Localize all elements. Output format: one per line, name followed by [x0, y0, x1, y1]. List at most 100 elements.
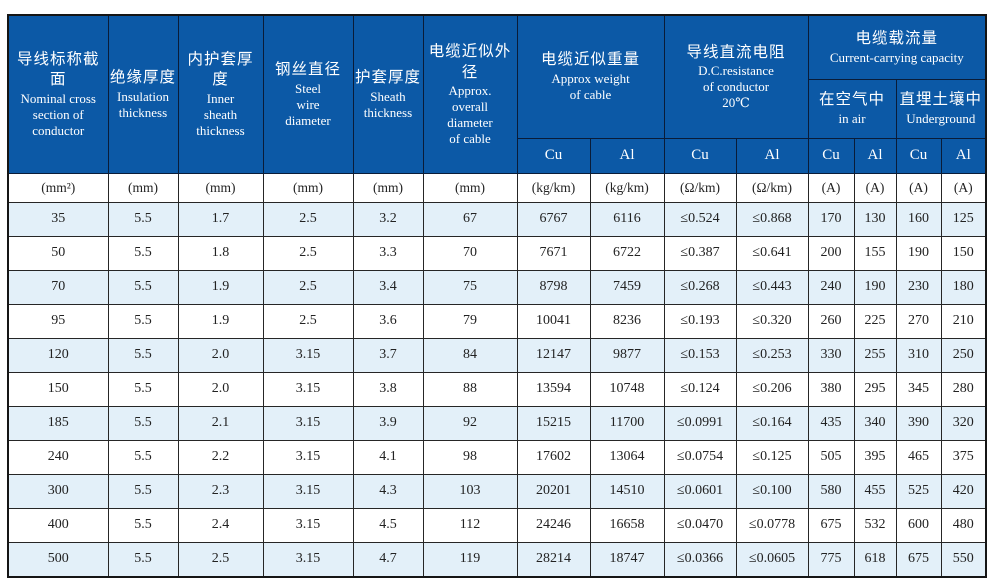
metal-header-cu: Cu — [663, 137, 737, 174]
data-cell: 420 — [940, 473, 987, 509]
data-cell: 2.5 — [262, 235, 354, 271]
data-cell: ≤0.868 — [735, 201, 809, 237]
data-cell: 125 — [940, 201, 987, 237]
col-header-zh: 电缆近似外径 — [428, 42, 512, 81]
data-cell: 16658 — [589, 507, 665, 543]
metal-header-al: Al — [940, 137, 987, 174]
data-cell: 340 — [853, 405, 897, 441]
data-cell: 250 — [940, 337, 987, 373]
data-cell: 3.15 — [262, 337, 354, 373]
data-cell: 120 — [7, 337, 109, 373]
data-cell: 775 — [807, 541, 855, 577]
data-cell: 1.8 — [177, 235, 264, 271]
data-cell: 255 — [853, 337, 897, 373]
data-cell: 532 — [853, 507, 897, 543]
data-cell: 400 — [7, 507, 109, 543]
metal-header-cu: Cu — [895, 137, 942, 174]
data-cell: 3.7 — [352, 337, 424, 373]
col-header-en: Insulation thickness — [117, 88, 169, 120]
group-header-en: Current-carrying capacity — [829, 49, 964, 65]
data-cell: 500 — [7, 541, 109, 577]
data-cell: 5.5 — [107, 541, 179, 577]
group-header-zh: 电缆近似重量 — [541, 51, 641, 69]
data-cell: 70 — [7, 269, 109, 305]
data-cell: 395 — [853, 439, 897, 475]
data-cell: 10748 — [589, 371, 665, 407]
data-cell: 14510 — [589, 473, 665, 509]
data-cell: ≤0.153 — [663, 337, 737, 373]
table-row: 240 5.5 2.2 3.15 4.1 98 17602 13064 ≤0.0754 ≤0.12… — [7, 439, 987, 475]
unit-cell: (A) — [895, 172, 942, 203]
data-cell: ≤0.253 — [735, 337, 809, 373]
header-row-metals: Cu Al Cu Al Cu Al Cu Al — [8, 137, 987, 174]
unit-cell: (mm) — [262, 172, 354, 203]
data-cell: 260 — [807, 303, 855, 339]
data-cell: 98 — [422, 439, 518, 475]
data-cell: 92 — [422, 405, 518, 441]
group-header-en: Approx weight of cable — [551, 71, 630, 103]
data-cell: 505 — [807, 439, 855, 475]
data-cell: 70 — [422, 235, 518, 271]
data-cell: 3.15 — [262, 473, 354, 509]
data-cell: 270 — [895, 303, 942, 339]
table-row: 500 5.5 2.5 3.15 4.7 119 28214 18747 ≤0.0366 ≤0.0… — [7, 541, 987, 577]
data-cell: 480 — [940, 507, 987, 543]
data-cell: 79 — [422, 303, 518, 339]
data-cell: 240 — [807, 269, 855, 305]
data-cell: 2.2 — [177, 439, 264, 475]
group-header-zh: 导线直流电阻 — [686, 43, 786, 61]
data-cell: 6116 — [589, 201, 665, 237]
data-cell: 2.3 — [177, 473, 264, 509]
unit-cell: (kg/km) — [516, 172, 591, 203]
data-cell: 280 — [940, 371, 987, 407]
data-cell: 2.0 — [177, 371, 264, 407]
data-cell: 525 — [895, 473, 942, 509]
unit-cell: (Ω/km) — [735, 172, 809, 203]
data-cell: 2.5 — [177, 541, 264, 577]
data-cell: 103 — [422, 473, 518, 509]
units-row: (mm²) (mm) (mm) (mm) (mm) (mm) (kg/km) (kg/km)(… — [7, 172, 987, 203]
col-header-zh: 内护套厚度 — [187, 50, 254, 89]
data-cell: 75 — [422, 269, 518, 305]
data-cell: 4.3 — [352, 473, 424, 509]
data-cell: 550 — [940, 541, 987, 577]
data-cell: 5.5 — [107, 269, 179, 305]
table-row: 400 5.5 2.4 3.15 4.5 112 24246 16658 ≤0.0470 ≤0.0… — [7, 507, 987, 543]
data-cell: 3.15 — [262, 541, 354, 577]
data-cell: 185 — [7, 405, 109, 441]
data-cell: 455 — [853, 473, 897, 509]
data-cell: ≤0.0366 — [663, 541, 737, 577]
col-header-nominal-section: 导线标称截面 Nominal cross section of conducto… — [7, 14, 109, 174]
data-cell: 155 — [853, 235, 897, 271]
data-cell: 465 — [895, 439, 942, 475]
data-cell: 295 — [853, 371, 897, 407]
data-cell: 2.5 — [262, 201, 354, 237]
unit-cell: (A) — [940, 172, 987, 203]
data-cell: ≤0.0778 — [735, 507, 809, 543]
data-cell: ≤0.268 — [663, 269, 737, 305]
data-cell: 50 — [7, 235, 109, 271]
unit-cell: (mm²) — [7, 172, 109, 203]
data-cell: ≤0.387 — [663, 235, 737, 271]
col-header-en: Sheath thickness — [363, 88, 413, 120]
data-cell: 67 — [422, 201, 518, 237]
col-header-en: Steel wire diameter — [285, 80, 331, 128]
table-header: 导线标称截面 Nominal cross section of conducto… — [7, 14, 987, 174]
data-cell: 3.6 — [352, 303, 424, 339]
group-header-approx-weight: 电缆近似重量 Approx weight of cable — [516, 14, 665, 139]
data-cell: 84 — [422, 337, 518, 373]
metal-header-al: Al — [735, 137, 809, 174]
data-cell: ≤0.124 — [663, 371, 737, 407]
data-cell: 3.15 — [262, 439, 354, 475]
data-cell: 230 — [895, 269, 942, 305]
data-cell: 5.5 — [107, 405, 179, 441]
group-header-zh: 电缆载流量 — [855, 29, 939, 47]
data-cell: 150 — [7, 371, 109, 407]
table-row: 185 5.5 2.1 3.15 3.9 92 15215 11700 ≤0.0991 ≤0.16… — [7, 405, 987, 441]
data-cell: 180 — [940, 269, 987, 305]
data-cell: ≤0.0470 — [663, 507, 737, 543]
data-cell: ≤0.0605 — [735, 541, 809, 577]
data-cell: 130 — [853, 201, 897, 237]
data-cell: 3.8 — [352, 371, 424, 407]
data-cell: 5.5 — [107, 201, 179, 237]
